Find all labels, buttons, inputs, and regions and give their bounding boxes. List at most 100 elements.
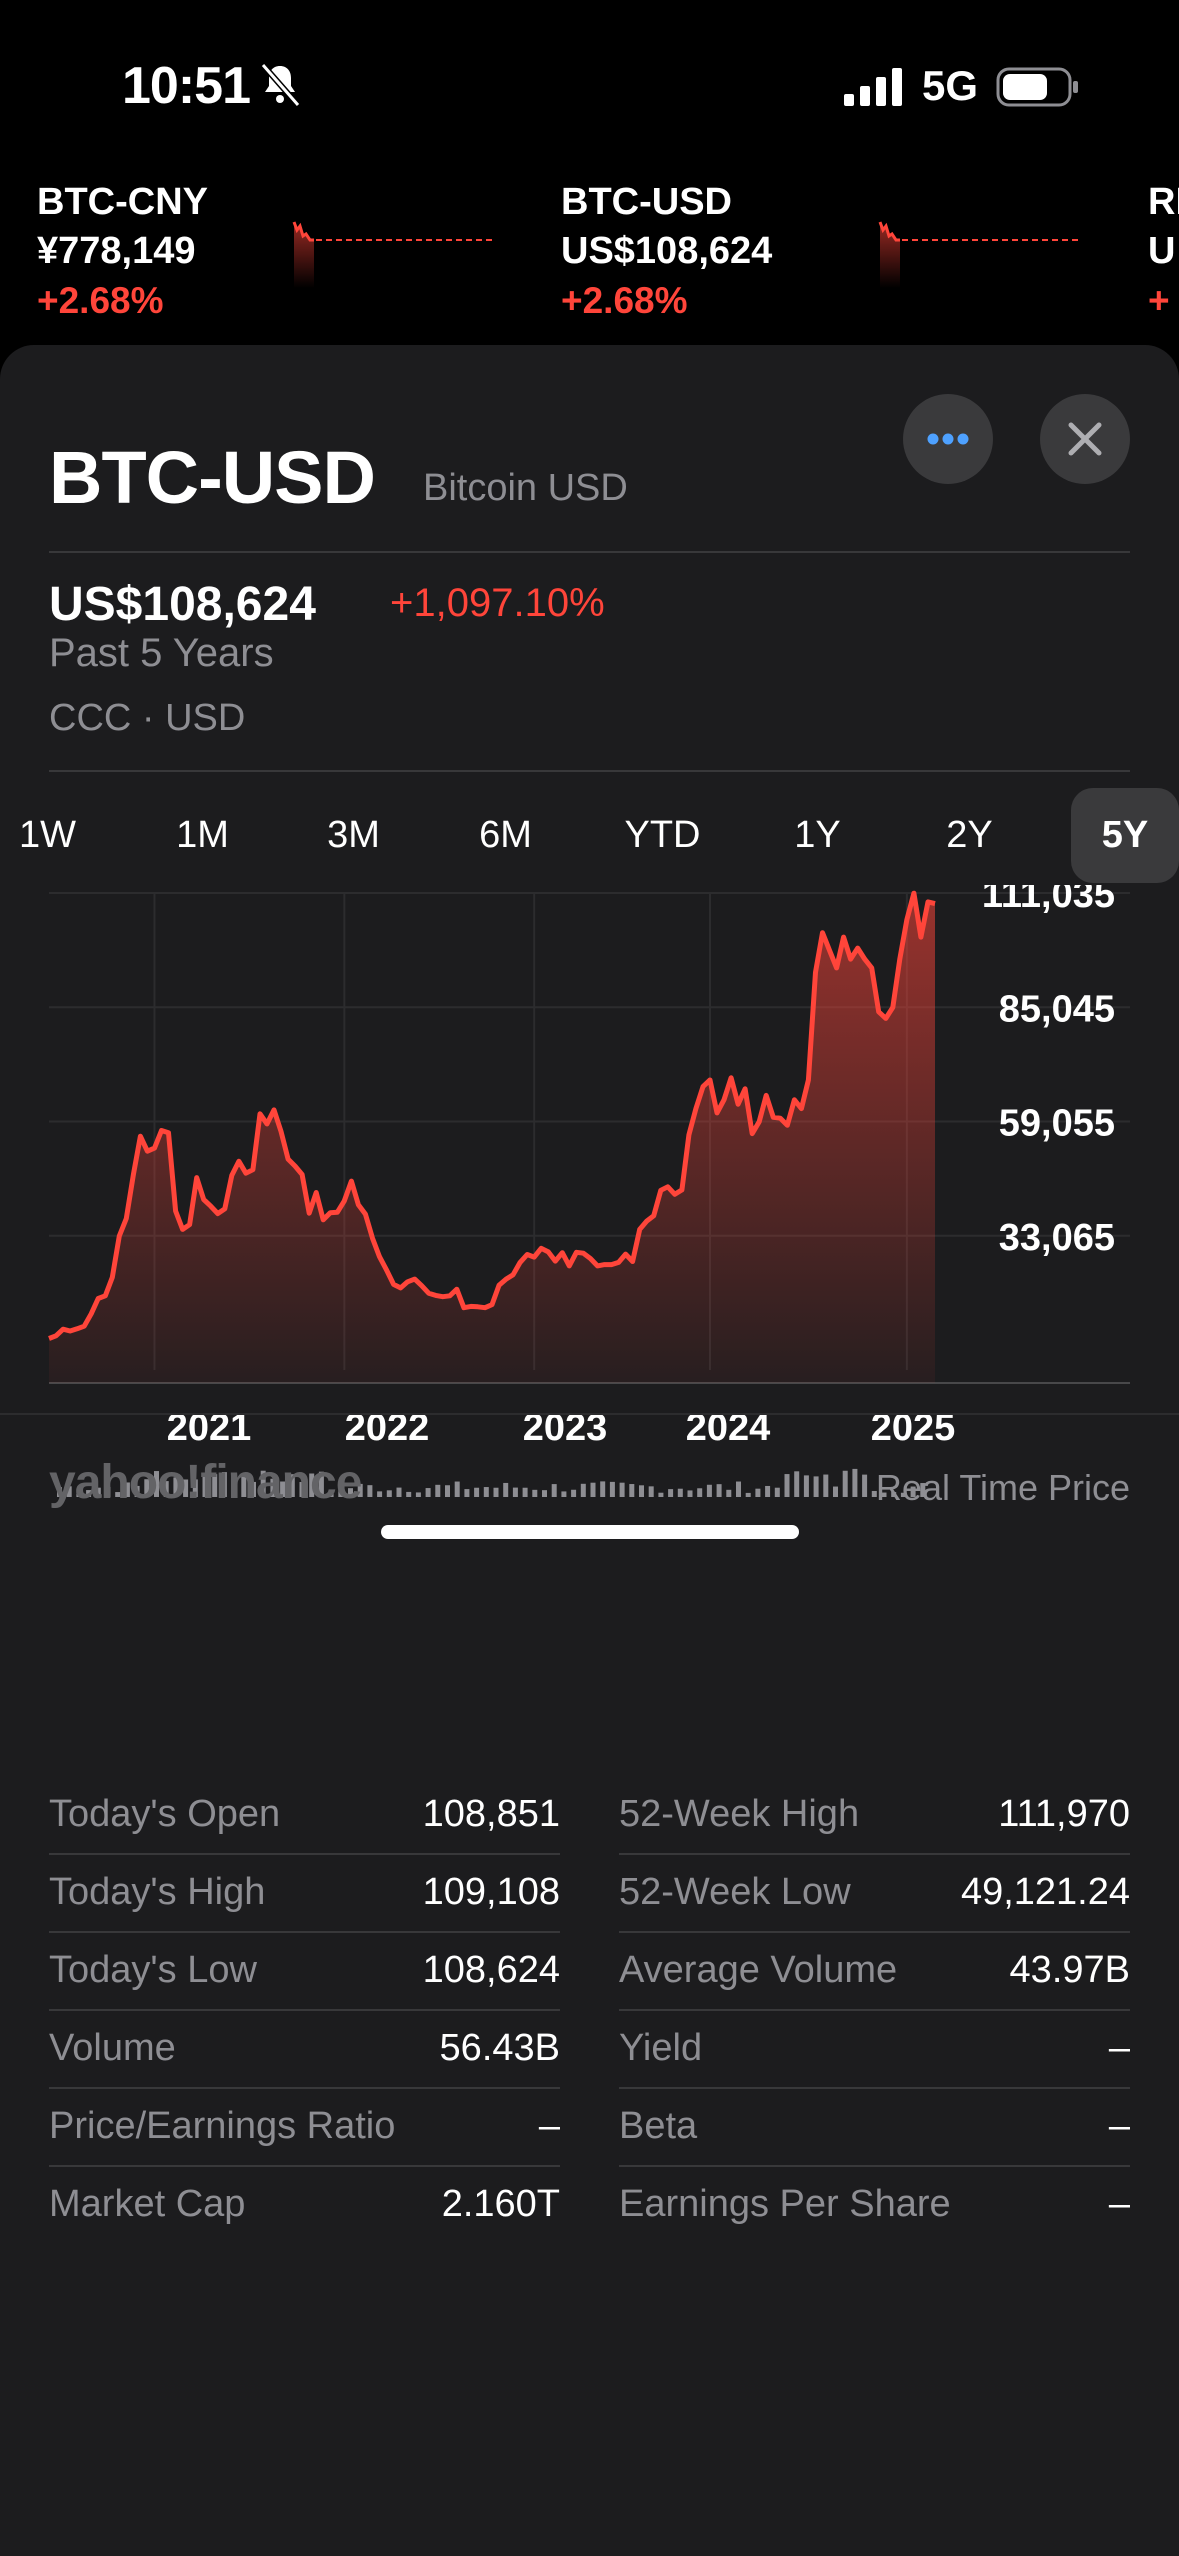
volume-bar [348, 1488, 353, 1497]
volume-bar [396, 1487, 402, 1497]
battery-icon [996, 67, 1078, 107]
stat-label: Market Cap [49, 2183, 246, 2225]
volume-bar [639, 1485, 644, 1497]
exchange-currency: CCC · USD [49, 697, 246, 739]
stat-label: Volume [49, 2027, 176, 2069]
header-divider [49, 551, 1130, 553]
stock-name: Bitcoin USD [423, 467, 628, 509]
volume-bar [784, 1474, 790, 1497]
range-6m[interactable]: 6M [479, 814, 532, 856]
chart-price-line [48, 890, 936, 1341]
volume-bar [862, 1474, 868, 1497]
volume-bar [619, 1482, 625, 1497]
stat-label: Today's Open [49, 1793, 281, 1835]
stat-value: – [1108, 2027, 1130, 2069]
volume-bar [192, 1479, 198, 1497]
volume-bar [464, 1489, 470, 1497]
stat-value: – [538, 2105, 560, 2147]
volume-bar [842, 1470, 848, 1497]
stat-row-market-cap: Market Cap 2.160T [49, 2165, 560, 2243]
ticker-partial[interactable]: RI U + [1148, 178, 1179, 338]
volume-bar [270, 1478, 276, 1497]
volume-bar [590, 1482, 596, 1497]
volume-bar [183, 1479, 189, 1497]
volume-bar [474, 1487, 480, 1497]
stat-value: 108,851 [422, 1793, 560, 1835]
ticker-btc-cny[interactable]: BTC-CNY ¥778,149 +2.68% [37, 178, 507, 338]
more-button[interactable] [903, 394, 993, 484]
range-3m[interactable]: 3M [327, 814, 380, 856]
volume-bar [124, 1482, 130, 1497]
ticker-price: ¥778,149 [37, 230, 196, 272]
stat-value: 111,970 [998, 1793, 1130, 1835]
range-1m[interactable]: 1M [176, 814, 229, 856]
home-indicator[interactable] [381, 1525, 799, 1539]
volume-bar [658, 1492, 664, 1497]
stat-value: 2.160T [441, 2183, 560, 2225]
y-tick-label: 59,055 [999, 1103, 1115, 1145]
range-1w[interactable]: 1W [19, 814, 76, 856]
stat-row-eps: Earnings Per Share – [619, 2165, 1130, 2243]
volume-bar [561, 1491, 567, 1497]
volume-bar [406, 1491, 412, 1497]
yahoo-finance-logo[interactable]: yahoo!finance [49, 1456, 362, 1509]
volume-bar [571, 1489, 577, 1497]
real-time-price-note: Real Time Price [875, 1467, 1130, 1508]
ticker-price: U [1148, 230, 1176, 272]
volume-bar [833, 1486, 838, 1497]
volume-bar [202, 1477, 208, 1497]
stat-label: Today's Low [49, 1949, 257, 1991]
volume-bar [745, 1492, 751, 1497]
volume-bar [309, 1473, 315, 1497]
ellipsis-icon [927, 433, 969, 445]
volume-bar [115, 1492, 121, 1497]
stat-value: 43.97B [1009, 1949, 1130, 1991]
volume-bar [881, 1492, 887, 1497]
stat-row-yield: Yield – [619, 2009, 1130, 2089]
volume-bar [542, 1490, 547, 1497]
ticker-symbol: BTC-CNY [37, 181, 208, 223]
page-title: BTC-USD [49, 436, 376, 519]
volume-bar [221, 1472, 227, 1497]
volume-bar [726, 1489, 732, 1497]
time-range-selector: 1W 1M 3M 6M YTD 1Y 2Y 5Y [0, 788, 1179, 883]
volume-bar [251, 1481, 256, 1497]
volume-bar [677, 1488, 683, 1497]
stat-value: 49,121.24 [960, 1871, 1130, 1913]
stat-label: Beta [619, 2105, 698, 2147]
volume-bar [920, 1483, 926, 1497]
network-type: 5G [922, 62, 979, 109]
ticker-btc-usd[interactable]: BTC-USD US$108,624 +2.68% [561, 178, 1081, 338]
volume-bar [706, 1484, 712, 1497]
volume-bar [503, 1482, 509, 1497]
volume-bar [144, 1479, 150, 1497]
ticker-price: US$108,624 [561, 230, 773, 272]
volume-bar [551, 1484, 557, 1497]
stat-row-52w-low: 52-Week Low 49,121.24 [619, 1853, 1130, 1933]
silent-bell-icon [260, 63, 301, 107]
ticker-symbol: RI [1148, 181, 1179, 223]
footer-divider [0, 1413, 1179, 1415]
stat-row-52w-high: 52-Week High 111,970 [619, 1775, 1130, 1855]
stat-row-beta: Beta – [619, 2087, 1130, 2167]
volume-bar [66, 1486, 72, 1497]
stat-label: 52-Week Low [619, 1871, 851, 1913]
range-2y[interactable]: 2Y [946, 814, 993, 856]
volume-bar [357, 1483, 363, 1497]
volume-bar [871, 1490, 877, 1497]
range-ytd[interactable]: YTD [624, 814, 701, 856]
y-tick-label: 111,035 [982, 885, 1115, 916]
volume-bar [415, 1492, 421, 1497]
volume-bar [134, 1485, 140, 1497]
volume-bar [212, 1474, 218, 1497]
volume-bar [377, 1491, 383, 1497]
stat-row-volume: Volume 56.43B [49, 2009, 560, 2089]
range-1y[interactable]: 1Y [794, 814, 841, 856]
close-button[interactable] [1040, 394, 1130, 484]
range-5y[interactable]: 5Y [1071, 788, 1179, 883]
volume-bar [813, 1476, 819, 1497]
stat-value: 109,108 [422, 1871, 560, 1913]
stat-label: Today's High [49, 1871, 266, 1913]
stat-label: Average Volume [619, 1949, 898, 1991]
